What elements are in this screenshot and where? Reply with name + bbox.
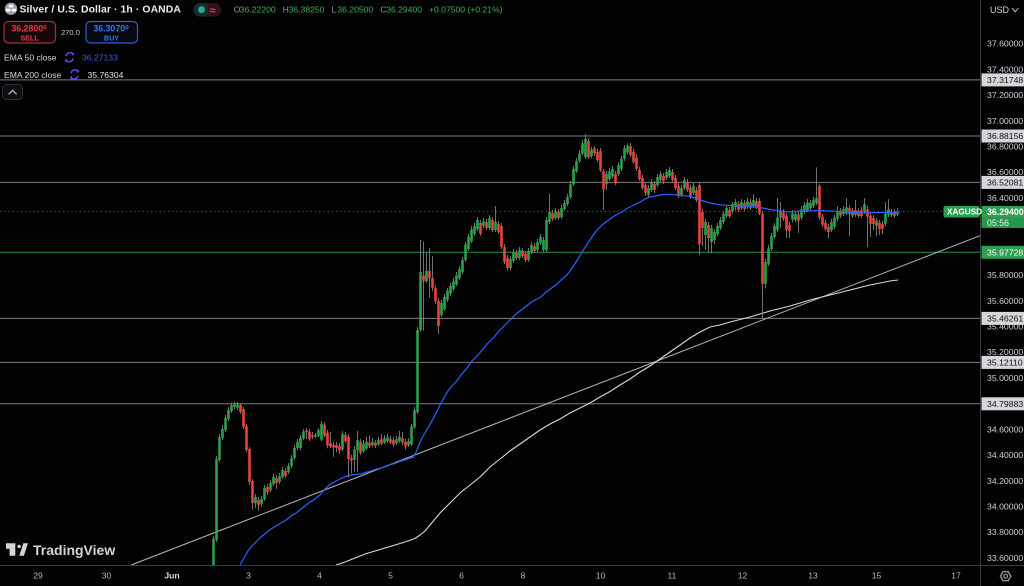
svg-text:6: 6 <box>459 571 464 581</box>
svg-text:11: 11 <box>668 571 677 581</box>
svg-text:8: 8 <box>521 571 526 581</box>
svg-text:34.60000: 34.60000 <box>987 424 1023 434</box>
svg-text:Silver / U.S. Dollar · 1h · OA: Silver / U.S. Dollar · 1h · OANDA <box>20 5 182 16</box>
svg-text:3: 3 <box>246 571 251 581</box>
svg-text:36.28000: 36.28000 <box>11 24 47 34</box>
svg-text:34.79883: 34.79883 <box>987 399 1023 409</box>
svg-text:37.20000: 37.20000 <box>987 90 1023 100</box>
svg-text:36.30700: 36.30700 <box>93 24 129 34</box>
svg-text:35.20000: 35.20000 <box>987 347 1023 357</box>
svg-text:O: O <box>234 4 241 14</box>
svg-text:34.20000: 34.20000 <box>987 476 1023 486</box>
svg-text:37.31748: 37.31748 <box>987 75 1023 85</box>
svg-text:36.52081: 36.52081 <box>987 178 1023 188</box>
svg-text:37.40000: 37.40000 <box>987 64 1023 74</box>
svg-text:05:56: 05:56 <box>987 218 1009 228</box>
svg-text:5: 5 <box>388 571 393 581</box>
svg-text:Jun: Jun <box>164 571 179 581</box>
svg-text:17: 17 <box>951 571 961 581</box>
svg-text:34.40000: 34.40000 <box>987 450 1023 460</box>
svg-text:34.00000: 34.00000 <box>987 502 1023 512</box>
svg-text:36.20500: 36.20500 <box>337 4 373 14</box>
svg-text:10: 10 <box>596 571 606 581</box>
svg-text:37.60000: 37.60000 <box>987 39 1023 49</box>
svg-text:37.00000: 37.00000 <box>987 116 1023 126</box>
svg-text:33.80000: 33.80000 <box>987 527 1023 537</box>
svg-text:4: 4 <box>317 571 322 581</box>
svg-text:15: 15 <box>872 571 882 581</box>
svg-text:36.29400: 36.29400 <box>987 207 1024 217</box>
svg-text:35.12110: 35.12110 <box>987 358 1023 368</box>
svg-text:29: 29 <box>33 571 43 581</box>
svg-text:270.0: 270.0 <box>61 28 80 37</box>
svg-text:30: 30 <box>102 571 112 581</box>
svg-text:12: 12 <box>738 571 748 581</box>
svg-text:35.80000: 35.80000 <box>987 270 1023 280</box>
svg-text:BUY: BUY <box>104 34 119 43</box>
svg-text:35.46261: 35.46261 <box>987 314 1023 324</box>
svg-text:≈: ≈ <box>210 5 216 17</box>
svg-text:35.60000: 35.60000 <box>987 296 1023 306</box>
svg-text:13: 13 <box>808 571 818 581</box>
svg-text:33.60000: 33.60000 <box>987 553 1023 563</box>
svg-text:USD: USD <box>990 5 1010 15</box>
svg-text:C: C <box>380 4 386 14</box>
svg-text:EMA 50 close: EMA 50 close <box>4 53 57 63</box>
svg-text:35.40000: 35.40000 <box>987 322 1023 332</box>
svg-text:36.38250: 36.38250 <box>289 4 325 14</box>
svg-text:TradingView: TradingView <box>33 542 115 558</box>
svg-text:35.76304: 35.76304 <box>88 70 124 80</box>
svg-text:SELL: SELL <box>20 34 39 43</box>
svg-text:36.60000: 36.60000 <box>987 167 1023 177</box>
svg-text:36.22200: 36.22200 <box>240 4 276 14</box>
svg-text:EMA 200 close: EMA 200 close <box>4 70 62 80</box>
svg-text:L: L <box>331 4 336 14</box>
svg-text:35.97728: 35.97728 <box>987 248 1023 258</box>
svg-text:H: H <box>283 4 289 14</box>
svg-text:XAGUSD: XAGUSD <box>947 208 982 217</box>
svg-text:36.29400: 36.29400 <box>386 4 422 14</box>
svg-text:36.27133: 36.27133 <box>82 53 118 63</box>
svg-text:36.88156: 36.88156 <box>987 131 1023 141</box>
svg-text:+0.07500 (+0.21%): +0.07500 (+0.21%) <box>429 4 503 14</box>
svg-text:36.80000: 36.80000 <box>987 142 1023 152</box>
svg-text:36.40000: 36.40000 <box>987 193 1023 203</box>
svg-text:35.00000: 35.00000 <box>987 373 1023 383</box>
